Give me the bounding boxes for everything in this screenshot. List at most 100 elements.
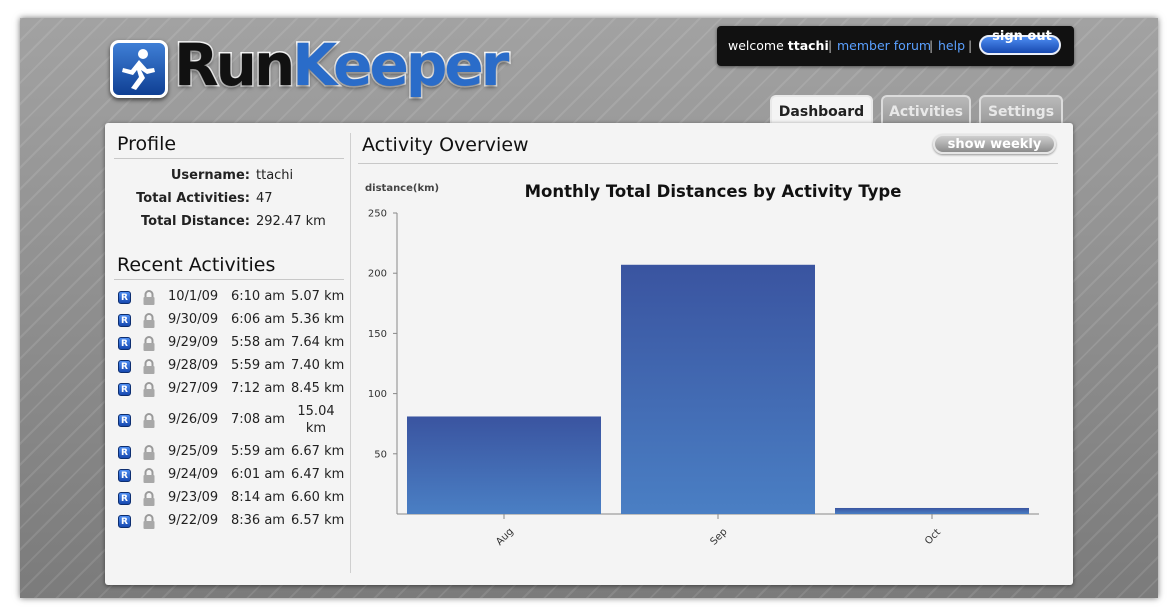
activity-distance: 7.40 km bbox=[291, 358, 345, 373]
x-tick-label: Sep bbox=[709, 527, 730, 548]
lock-icon bbox=[143, 313, 155, 328]
logo-run: Run bbox=[172, 30, 296, 101]
sign-out-button[interactable]: sign out bbox=[979, 29, 1061, 55]
separator: | bbox=[929, 38, 934, 53]
activity-distance: 6.47 km bbox=[291, 467, 345, 482]
profile-row-total-activities: Total Activities: 47 bbox=[105, 191, 272, 209]
profile-title: Profile bbox=[117, 133, 177, 155]
show-weekly-button[interactable]: show weekly bbox=[933, 134, 1056, 154]
activity-time: 7:08 am bbox=[231, 412, 285, 427]
y-axis-label: distance(km) bbox=[365, 183, 439, 194]
lock-icon bbox=[143, 336, 155, 351]
activity-time: 6:10 am bbox=[231, 289, 285, 304]
runkeeper-badge-icon: R bbox=[118, 383, 131, 396]
activity-time: 5:59 am bbox=[231, 444, 285, 459]
runkeeper-logo[interactable]: RunKeeper bbox=[110, 30, 511, 106]
activity-row[interactable]: R 9/25/09 5:59 am 6.67 km bbox=[118, 444, 348, 466]
runkeeper-badge-icon: R bbox=[118, 314, 131, 327]
runner-icon bbox=[110, 40, 168, 98]
chart-title: Monthly Total Distances by Activity Type bbox=[525, 182, 902, 201]
recent-divider bbox=[114, 279, 344, 280]
activity-row[interactable]: R 10/1/09 6:10 am 5.07 km bbox=[118, 289, 348, 311]
runkeeper-badge-icon: R bbox=[118, 515, 131, 528]
activity-date: 9/27/09 bbox=[168, 381, 219, 396]
x-tick-label: Aug bbox=[494, 526, 516, 548]
logo-keeper: Keeper bbox=[291, 30, 511, 101]
runkeeper-badge-icon: R bbox=[118, 360, 131, 373]
profile-value: 292.47 km bbox=[256, 214, 326, 229]
help-link[interactable]: help bbox=[938, 38, 966, 53]
user-bar: welcome ttachi | member forum | help | s… bbox=[717, 26, 1074, 66]
dashboard-panel: Profile Username: ttachi Total Activitie… bbox=[105, 123, 1073, 585]
activity-date: 9/23/09 bbox=[168, 490, 219, 505]
activity-time: 8:36 am bbox=[231, 513, 285, 528]
activity-row[interactable]: R 9/22/09 8:36 am 6.57 km bbox=[118, 513, 348, 535]
activity-row[interactable]: R 9/24/09 6:01 am 6.47 km bbox=[118, 467, 348, 489]
overview-divider bbox=[358, 163, 1058, 164]
lock-icon bbox=[143, 445, 155, 460]
activity-time: 6:06 am bbox=[231, 312, 285, 327]
activity-distance: 5.07 km bbox=[291, 289, 345, 304]
lock-icon bbox=[143, 491, 155, 506]
logo-wordmark: RunKeeper bbox=[172, 30, 511, 101]
runkeeper-badge-icon: R bbox=[118, 469, 131, 482]
bar-sep bbox=[621, 264, 815, 514]
bar-aug bbox=[407, 416, 601, 514]
recent-activities-title: Recent Activities bbox=[117, 254, 276, 276]
welcome-label: welcome bbox=[728, 38, 784, 53]
profile-label: Total Activities: bbox=[136, 191, 250, 206]
profile-row-total-distance: Total Distance: 292.47 km bbox=[105, 214, 326, 232]
activity-date: 9/29/09 bbox=[168, 335, 219, 350]
activity-row[interactable]: R 9/30/09 6:06 am 5.36 km bbox=[118, 312, 348, 334]
tab-activities[interactable]: Activities bbox=[881, 95, 971, 125]
separator: | bbox=[968, 38, 973, 53]
profile-value: ttachi bbox=[256, 168, 294, 183]
member-forum-link[interactable]: member forum bbox=[837, 38, 932, 53]
activity-date: 9/26/09 bbox=[168, 412, 219, 427]
lock-icon bbox=[143, 290, 155, 305]
activity-time: 5:59 am bbox=[231, 358, 285, 373]
activity-time: 5:58 am bbox=[231, 335, 285, 350]
activity-overview-title: Activity Overview bbox=[362, 134, 529, 156]
profile-value: 47 bbox=[256, 191, 273, 206]
runkeeper-badge-icon: R bbox=[118, 337, 131, 350]
activity-date: 9/25/09 bbox=[168, 444, 219, 459]
sign-out-label: sign out bbox=[992, 29, 1052, 44]
activity-row[interactable]: R 9/23/09 8:14 am 6.60 km bbox=[118, 490, 348, 512]
activity-date: 9/30/09 bbox=[168, 312, 219, 327]
tab-dashboard[interactable]: Dashboard bbox=[770, 95, 873, 125]
activity-distance: 6.57 km bbox=[291, 513, 345, 528]
tab-settings[interactable]: Settings bbox=[979, 95, 1063, 125]
activity-row[interactable]: R 9/29/09 5:58 am 7.64 km bbox=[118, 335, 348, 357]
lock-icon bbox=[143, 382, 155, 397]
y-tick-label: 200 bbox=[368, 269, 387, 280]
profile-label: Username: bbox=[170, 168, 250, 183]
monthly-distance-chart: Monthly Total Distances by Activity Type… bbox=[365, 182, 1039, 548]
lock-icon bbox=[143, 359, 155, 374]
activity-distance: 8.45 km bbox=[291, 381, 345, 396]
profile-divider bbox=[114, 158, 344, 159]
activity-time: 8:14 am bbox=[231, 490, 285, 505]
activity-distance: 6.67 km bbox=[291, 444, 345, 459]
profile-label: Total Distance: bbox=[141, 214, 250, 229]
bar-oct bbox=[835, 507, 1029, 514]
activity-distance: 7.64 km bbox=[291, 335, 345, 350]
activity-row[interactable]: R 9/26/09 7:08 am 15.04 km bbox=[118, 404, 348, 436]
welcome-text: welcome ttachi bbox=[728, 38, 829, 53]
activity-row[interactable]: R 9/27/09 7:12 am 8.45 km bbox=[118, 381, 348, 403]
activity-date: 9/24/09 bbox=[168, 467, 219, 482]
activity-date: 10/1/09 bbox=[168, 289, 219, 304]
column-divider bbox=[350, 133, 351, 573]
x-tick-label: Oct bbox=[923, 527, 943, 547]
activity-row[interactable]: R 9/28/09 5:59 am 7.40 km bbox=[118, 358, 348, 380]
runkeeper-badge-icon: R bbox=[118, 414, 131, 427]
y-tick-label: 100 bbox=[368, 389, 387, 400]
runkeeper-badge-icon: R bbox=[118, 446, 131, 459]
y-tick-label: 250 bbox=[368, 209, 387, 220]
y-tick-label: 50 bbox=[374, 449, 387, 460]
separator: | bbox=[828, 38, 833, 53]
activity-date: 9/28/09 bbox=[168, 358, 219, 373]
username: ttachi bbox=[787, 38, 829, 53]
runkeeper-badge-icon: R bbox=[118, 291, 131, 304]
activity-distance: 6.60 km bbox=[291, 490, 345, 505]
